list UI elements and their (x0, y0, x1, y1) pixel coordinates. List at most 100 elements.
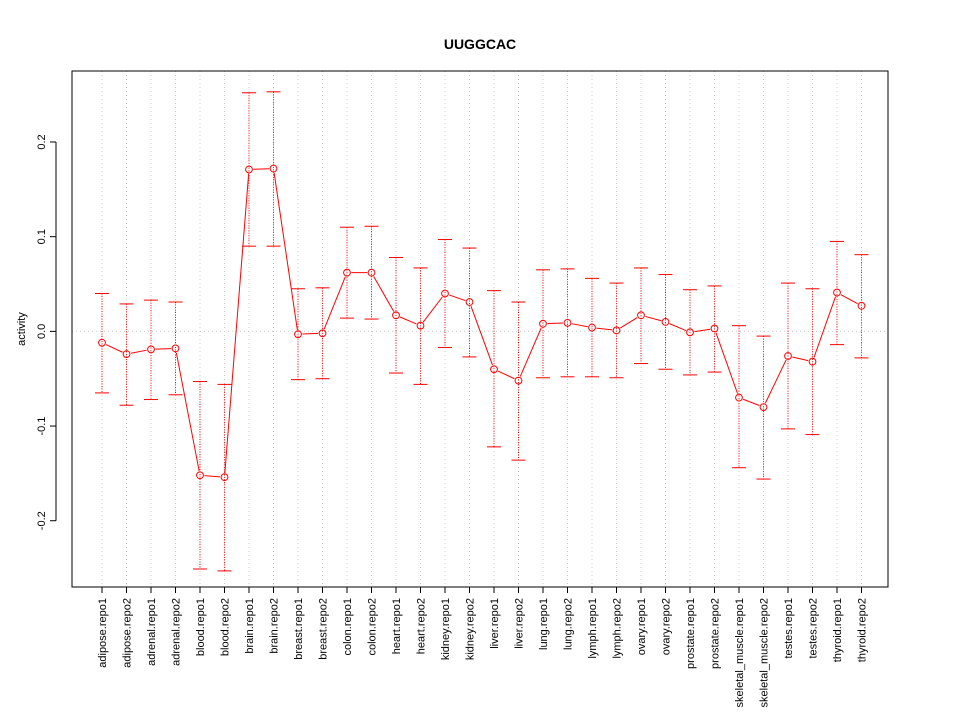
x-tick-label: lung.repo2 (563, 598, 575, 650)
y-tick-label: 0.1 (36, 229, 48, 244)
series-line-segment (448, 294, 466, 302)
x-tick-label: breast.repo1 (293, 598, 305, 660)
x-tick-label: blood.repo2 (220, 598, 232, 656)
plot-frame (71, 70, 889, 588)
series-line-segment (130, 349, 147, 354)
y-tick-label: 0.0 (36, 324, 48, 339)
series-line-segment (224, 173, 250, 473)
data-point (343, 268, 351, 277)
series-line-segment (373, 276, 395, 312)
series-line-segment (422, 296, 443, 323)
series-line-segment (105, 344, 123, 353)
x-tick-label: breast.repo2 (318, 598, 330, 660)
data-point (220, 473, 229, 482)
series-line-segment (253, 168, 270, 170)
x-tick-label: brain.repo1 (244, 598, 256, 654)
y-tick-label: 0.2 (36, 134, 48, 149)
data-point (465, 298, 474, 306)
data-point (122, 350, 131, 358)
series-line-segment (302, 332, 319, 335)
x-tick-label: colon.repo2 (367, 598, 379, 656)
data-point (857, 301, 866, 310)
series-line-segment (273, 172, 298, 330)
x-tick-label: liver.repo2 (514, 598, 526, 649)
series-line-segment (155, 348, 172, 350)
data-point (833, 288, 841, 297)
series-line-segment (764, 359, 787, 404)
data-point (661, 317, 670, 326)
x-tick-label: skeletal_muscle.repo2 (759, 598, 771, 707)
x-tick-label: skeletal_muscle.repo1 (734, 598, 746, 707)
data-point (735, 393, 743, 402)
series-line-segment (813, 296, 837, 358)
data-point (784, 352, 792, 360)
x-tick-label: lymph.repo1 (587, 598, 599, 659)
x-tick-label: adrenal.repo2 (171, 598, 183, 666)
data-point (392, 311, 400, 320)
data-point (588, 323, 596, 332)
x-tick-label: ovary.repo2 (661, 598, 673, 655)
data-point (563, 318, 572, 327)
series-line-segment (715, 332, 739, 394)
data-point (539, 319, 547, 328)
x-tick-label: kidney.repo1 (440, 598, 452, 660)
data-point (490, 365, 498, 374)
x-tick-label: testes.repo2 (808, 598, 820, 659)
series-line-segment (519, 327, 542, 377)
y-tick-label: -0.1 (36, 417, 48, 436)
axis-layer: -0.2 -0.1 0.0 0.1 0.2 adipose.repo1 adipose.re… (36, 134, 869, 707)
series-line-segment (669, 323, 687, 332)
data-layer (95, 91, 869, 572)
x-tick-label: brain.repo2 (269, 598, 281, 654)
x-tick-label: blood.repo1 (195, 598, 207, 656)
x-tick-label: liver.repo1 (489, 598, 501, 649)
series-line-segment (399, 316, 417, 325)
data-point (514, 376, 523, 385)
series-line-segment (645, 315, 662, 322)
x-tick-label: colon.repo1 (342, 598, 354, 656)
data-point (171, 344, 180, 353)
x-tick-label: thyroid.repo2 (857, 598, 869, 662)
series-line-segment (571, 323, 588, 328)
x-tick-label: prostate.repo2 (710, 598, 722, 669)
y-axis-label: activity (16, 312, 28, 346)
x-tick-label: kidney.repo2 (465, 598, 477, 660)
data-point (294, 330, 302, 339)
chart-title: UUGGCAC (444, 36, 516, 52)
data-point (808, 357, 817, 366)
series-line-segment (497, 370, 515, 380)
data-point (98, 338, 106, 347)
data-point (441, 289, 449, 298)
y-tick-label: -0.2 (36, 511, 48, 530)
x-tick-label: lymph.repo2 (612, 598, 624, 659)
x-tick-label: prostate.repo1 (685, 598, 697, 669)
series-line-segment (840, 294, 858, 305)
series-line-segment (619, 317, 638, 329)
x-tick-label: heart.repo2 (416, 598, 428, 654)
x-tick-label: adipose.repo2 (122, 598, 134, 668)
series-line-segment (596, 327, 613, 331)
x-tick-label: thyroid.repo1 (832, 598, 844, 662)
data-point (245, 165, 253, 174)
data-point (318, 329, 327, 338)
series-line-segment (470, 305, 493, 366)
data-point (147, 345, 155, 354)
series-line-segment (694, 328, 711, 333)
x-tick-label: adrenal.repo1 (146, 598, 158, 666)
data-point (269, 164, 278, 173)
data-point (612, 326, 621, 335)
x-tick-label: adipose.repo1 (97, 598, 109, 668)
x-tick-label: ovary.repo1 (636, 598, 648, 655)
x-tick-label: heart.repo1 (391, 598, 403, 654)
data-point (367, 268, 376, 277)
series-line-segment (547, 322, 564, 325)
data-point (759, 403, 768, 412)
data-point (637, 311, 645, 320)
series-line-segment (175, 352, 200, 472)
data-point (196, 471, 204, 480)
series-line-segment (742, 398, 760, 406)
x-tick-label: testes.repo1 (783, 598, 795, 659)
series-line-segment (792, 356, 809, 362)
